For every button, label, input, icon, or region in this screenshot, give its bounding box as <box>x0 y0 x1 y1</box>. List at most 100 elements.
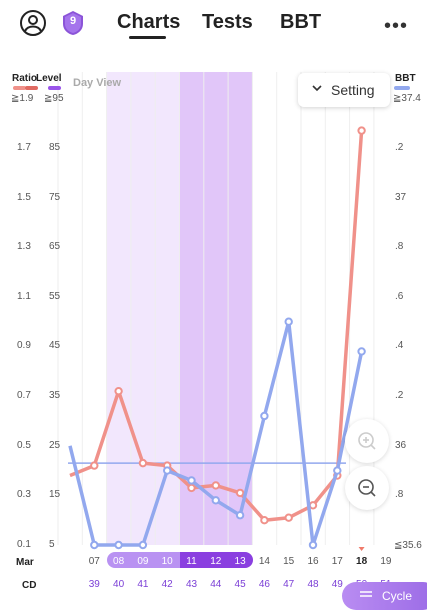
ratio-point <box>211 481 221 490</box>
bbt-tick-label: 36 <box>395 439 407 451</box>
zoom-in-icon <box>358 432 376 450</box>
cycle-day-label: 49 <box>331 579 343 590</box>
ratio-tick-label: 1.3 <box>17 241 31 253</box>
date-label[interactable]: 15 <box>283 556 295 567</box>
date-label[interactable]: 10 <box>161 556 173 567</box>
ratio-tick-label: 0.7 <box>17 390 31 401</box>
bbt-point <box>138 540 148 550</box>
setting-button[interactable]: Setting <box>298 73 390 107</box>
ratio-point <box>284 513 293 522</box>
date-label[interactable]: 09 <box>137 556 149 567</box>
date-label[interactable]: 14 <box>258 556 270 567</box>
date-highlight-pill <box>203 552 229 568</box>
chevron-down-icon <box>312 85 322 92</box>
ratio-tick-label: 1.1 <box>17 290 31 302</box>
bbt-point <box>284 317 293 326</box>
date-label[interactable]: 12 <box>210 556 222 567</box>
ratio-point <box>260 515 269 525</box>
date-highlight-pill <box>130 552 156 568</box>
bbt-max-label: ≧37.4 <box>393 93 421 104</box>
bbt-tick-label: .8 <box>395 241 404 253</box>
ratio-tick-label: 0.3 <box>17 489 31 501</box>
profile-icon[interactable] <box>20 10 46 36</box>
ratio-tick-label: 1.5 <box>17 191 31 203</box>
ratio-tick-label: 1.7 <box>17 142 31 153</box>
bbt-point <box>333 466 342 475</box>
date-label[interactable]: 07 <box>88 556 100 567</box>
cycle-day-label: 47 <box>283 579 295 590</box>
bbt-tick-label: .2 <box>395 390 404 401</box>
zoom-out-icon <box>358 479 376 497</box>
level-tick-label: 85 <box>49 142 61 153</box>
ratio-axis-title: Ratio <box>12 73 37 84</box>
ratio-legend-swatch <box>13 86 26 90</box>
bbt-point <box>114 540 123 550</box>
level-tick-label: 5 <box>49 538 55 550</box>
date-label[interactable]: 19 <box>380 556 392 567</box>
level-axis-title: Level <box>36 73 62 84</box>
date-label[interactable]: 08 <box>113 556 125 567</box>
cycle-button[interactable]: Cycle <box>342 582 427 610</box>
bbt-min-label: ≦35.6 <box>394 540 422 551</box>
cycle-icon <box>360 591 372 597</box>
date-label[interactable]: 18 <box>356 556 368 567</box>
bbt-point <box>260 411 269 421</box>
bbt-axis-title: BBT <box>395 73 416 84</box>
zoom-in-button[interactable] <box>345 419 389 463</box>
cycle-day-label: 40 <box>113 579 125 590</box>
level-max-label: ≧95 <box>44 93 64 104</box>
ratio-tick-label: 0.9 <box>17 340 31 352</box>
cycle-day-label: 41 <box>137 579 149 590</box>
active-tab-indicator <box>129 36 166 39</box>
peak-window-shade <box>179 72 253 545</box>
ratio-tick-label: 0.5 <box>17 439 31 451</box>
bbt-point <box>235 511 245 520</box>
tab-tests[interactable]: Tests <box>202 11 253 33</box>
date-label[interactable]: 13 <box>234 556 246 567</box>
cycle-day-label: 43 <box>185 579 198 590</box>
level-tick-label: 35 <box>49 390 61 401</box>
bbt-tick-label: .4 <box>395 340 404 352</box>
date-highlight-pill <box>155 552 180 568</box>
bbt-tick-label: 37 <box>395 191 407 203</box>
date-label[interactable]: 16 <box>307 556 319 567</box>
level-badge[interactable]: 9 <box>61 10 85 36</box>
level-tick-label: 55 <box>49 290 61 302</box>
level-tick-label: 15 <box>49 489 61 501</box>
ratio-max-label: ≧1.9 <box>11 93 34 104</box>
ratio-legend-swatch-2 <box>25 86 38 90</box>
date-highlight-pill <box>228 552 253 568</box>
ratio-tick-label: 0.1 <box>17 538 31 550</box>
day-view-label: Day View <box>73 77 122 89</box>
cycle-day-label: 44 <box>210 579 222 590</box>
more-menu-icon[interactable]: ••• <box>384 15 409 37</box>
bbt-tick-label: .6 <box>395 290 404 302</box>
bbt-tick-label: .8 <box>395 489 404 501</box>
cycle-label: Cycle <box>382 589 413 603</box>
ratio-point <box>187 483 196 493</box>
level-legend-swatch <box>48 86 61 90</box>
bbt-point <box>357 347 366 356</box>
shield-icon <box>63 11 83 35</box>
bbt-legend-swatch <box>394 86 410 90</box>
date-label[interactable]: 11 <box>186 556 197 567</box>
ratio-point <box>357 126 366 135</box>
ratio-point <box>235 488 245 498</box>
tab-charts[interactable]: Charts <box>117 11 181 33</box>
zoom-out-button[interactable] <box>345 466 389 510</box>
date-highlight-pill <box>179 552 205 568</box>
tab-bbt[interactable]: BBT <box>280 11 322 33</box>
cd-label: CD <box>22 580 37 591</box>
date-highlight-pill <box>106 552 132 568</box>
ratio-point <box>114 386 123 396</box>
today-marker-icon <box>358 547 365 551</box>
ratio-point <box>138 458 148 468</box>
date-label[interactable]: 17 <box>331 556 343 567</box>
month-label: Mar <box>16 557 34 568</box>
cycle-day-label: 46 <box>258 579 270 590</box>
ratio-point <box>308 501 318 510</box>
bbt-point <box>163 466 172 475</box>
setting-label: Setting <box>331 82 375 98</box>
bbt-tick-label: .2 <box>395 142 404 153</box>
